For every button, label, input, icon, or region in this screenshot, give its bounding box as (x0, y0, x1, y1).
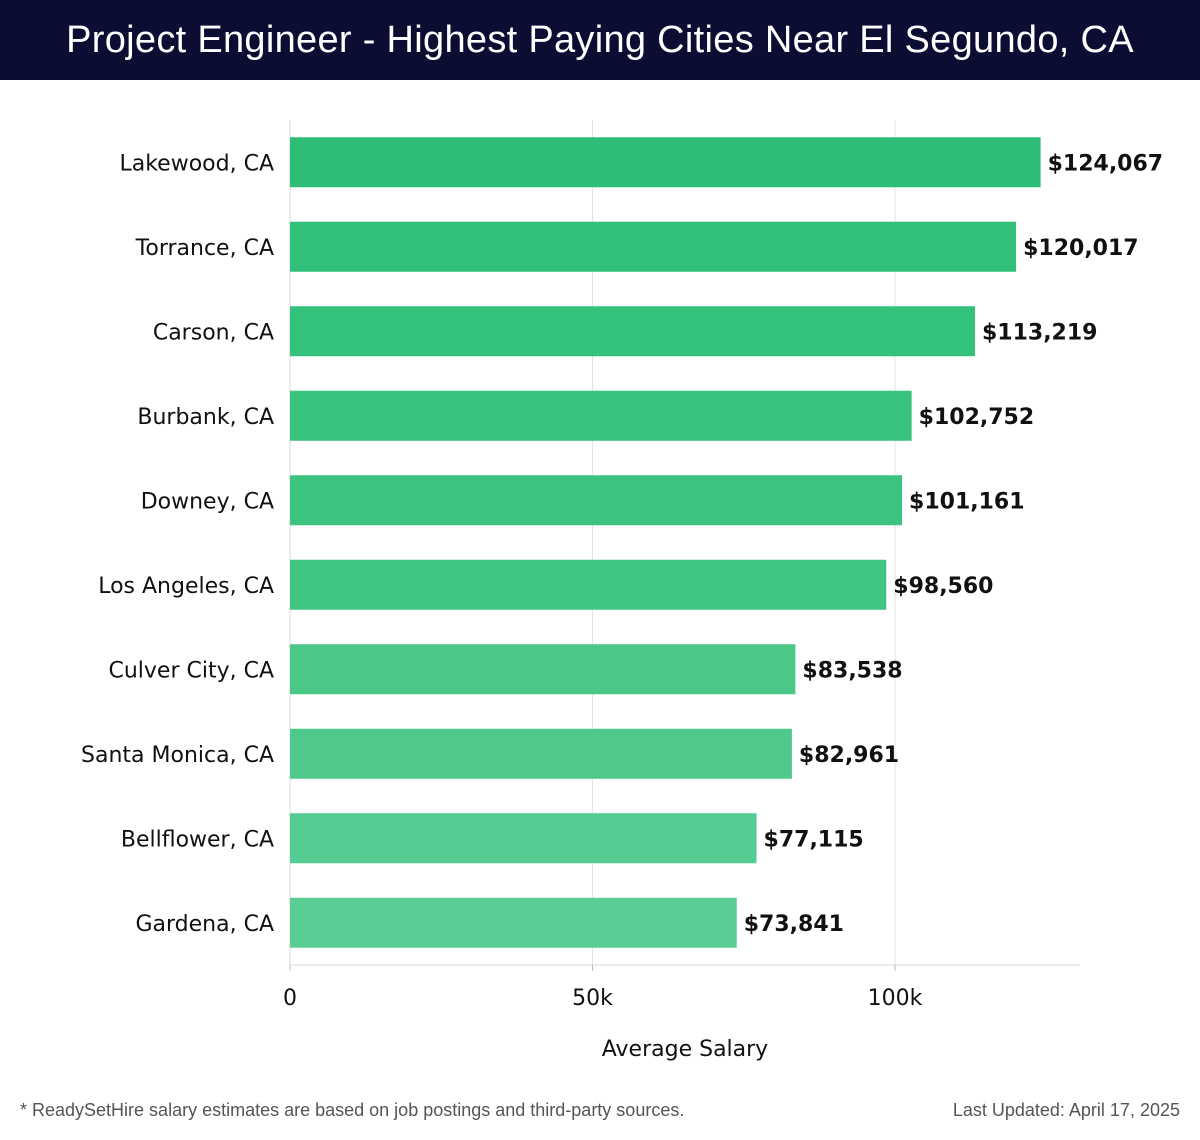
value-label: $83,538 (802, 658, 902, 683)
bar (290, 221, 1017, 272)
category-label: Culver City, CA (108, 658, 274, 683)
category-label: Burbank, CA (137, 405, 274, 430)
bar (290, 813, 757, 864)
category-label: Gardena, CA (135, 912, 274, 937)
last-updated: Last Updated: April 17, 2025 (952, 1100, 1180, 1120)
bar (290, 137, 1041, 188)
category-label: Santa Monica, CA (81, 743, 274, 768)
value-label: $73,841 (744, 912, 844, 937)
category-label: Bellflower, CA (121, 827, 274, 852)
bar (290, 559, 887, 610)
x-tick-label: 0 (283, 986, 297, 1011)
value-label: $82,961 (799, 743, 899, 768)
category-label: Torrance, CA (135, 236, 274, 261)
category-label: Lakewood, CA (119, 151, 274, 176)
bar (290, 728, 792, 779)
value-label: $113,219 (982, 320, 1098, 345)
chart-title: Project Engineer - Highest Paying Cities… (0, 0, 1200, 80)
x-axis-title: Average Salary (602, 1037, 768, 1062)
value-label: $77,115 (764, 827, 864, 852)
category-label: Los Angeles, CA (98, 574, 274, 599)
footer-note: * ReadySetHire salary estimates are base… (20, 1100, 685, 1120)
x-tick-label: 50k (572, 986, 613, 1011)
bar (290, 306, 975, 357)
x-tick-label: 100k (868, 986, 923, 1011)
bar (290, 897, 737, 948)
bar-chart: Lakewood, CA $124,067 Torrance, CA $120,017… (81, 120, 1164, 1062)
value-label: $124,067 (1048, 151, 1164, 176)
value-label: $98,560 (893, 574, 993, 599)
value-label: $101,161 (909, 489, 1025, 514)
value-label: $102,752 (919, 405, 1035, 430)
bar (290, 475, 903, 526)
category-label: Carson, CA (153, 320, 274, 345)
value-label: $120,017 (1023, 236, 1139, 261)
bar (290, 644, 796, 695)
category-label: Downey, CA (141, 489, 274, 514)
bar (290, 390, 912, 441)
